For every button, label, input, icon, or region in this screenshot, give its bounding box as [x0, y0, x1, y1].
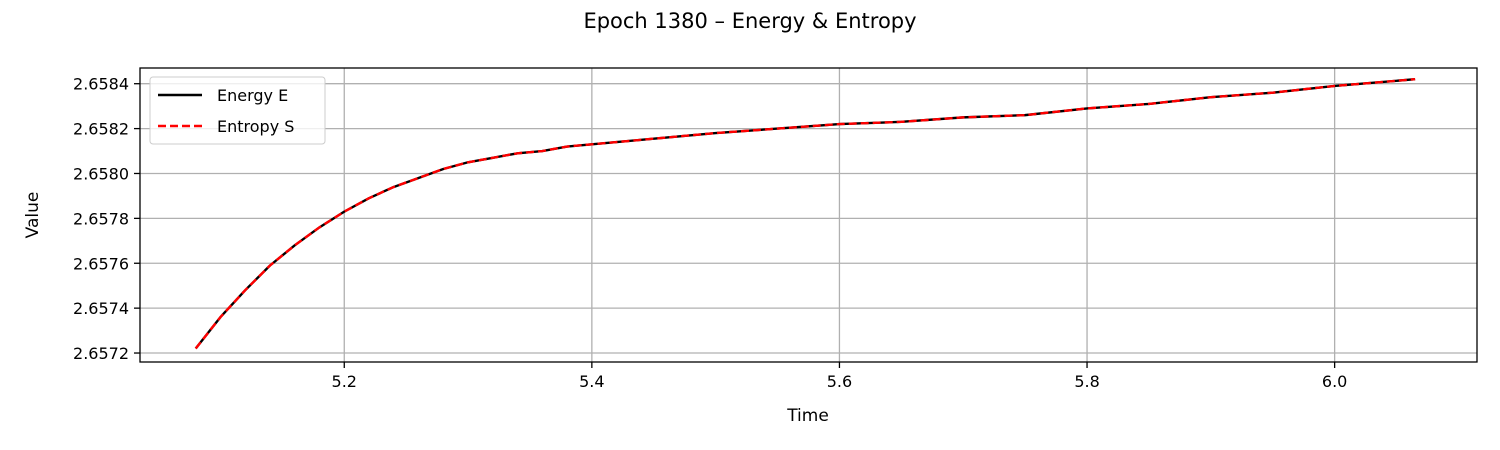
y-tick-label: 2.6578: [73, 209, 129, 228]
legend: Energy E Entropy S: [149, 76, 326, 145]
x-axis-label: Time: [786, 406, 829, 426]
x-tick-label: 6.0: [1322, 372, 1347, 391]
y-tick-label: 2.6584: [73, 75, 129, 94]
y-tick-label: 2.6576: [73, 254, 129, 273]
x-tick-label: 5.6: [827, 372, 852, 391]
x-tick-label: 5.4: [579, 372, 604, 391]
y-tick-label: 2.6580: [73, 164, 129, 183]
grid: [140, 68, 1477, 362]
legend-box: [149, 76, 326, 145]
y-tick-label: 2.6572: [73, 344, 129, 363]
ticks: 5.2 5.4 5.6 5.8 6.0 2.6572 2.6574 2.6576 2.6578 2…: [73, 75, 1347, 391]
x-tick-label: 5.2: [332, 372, 357, 391]
chart-title: Epoch 1380 – Energy & Entropy: [583, 9, 916, 33]
series-line-entropy: [194, 78, 1416, 350]
legend-label-entropy: Entropy S: [217, 117, 294, 136]
legend-label-energy: Energy E: [217, 86, 288, 105]
series-layer: [194, 78, 1416, 350]
y-axis-label: Value: [23, 192, 43, 239]
x-tick-label: 5.8: [1074, 372, 1099, 391]
plot-frame: [139, 67, 1478, 363]
y-tick-label: 2.6574: [73, 299, 129, 318]
y-tick-label: 2.6582: [73, 120, 129, 139]
